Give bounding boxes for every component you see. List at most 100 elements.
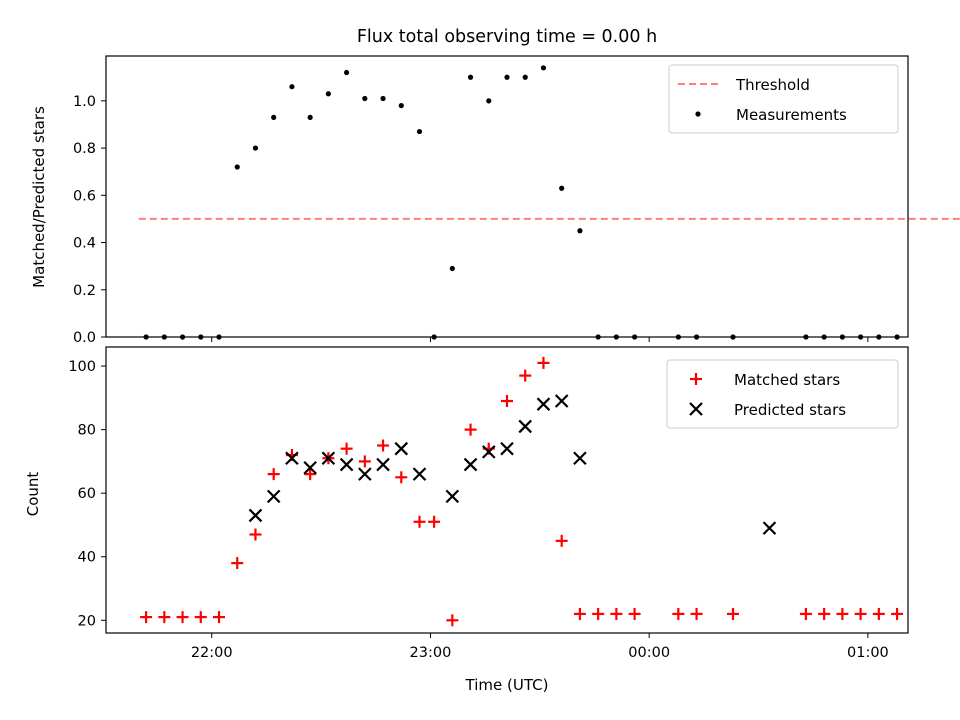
predicted-star-point [536, 397, 551, 411]
measurement-point [344, 69, 350, 76]
matched-star-point [249, 528, 262, 541]
matched-star-point [446, 614, 459, 627]
bottom-x-tick-label: 23:00 [410, 645, 452, 661]
matched-star-point [872, 607, 885, 620]
predicted-star-point [394, 441, 409, 456]
measurement-point [449, 265, 455, 272]
predicted-star-point [248, 508, 263, 523]
matched-star-point [304, 468, 317, 481]
legend-measurements-label: Measurements [736, 106, 847, 124]
predicted-star-point [500, 441, 514, 456]
measurement-point [325, 91, 331, 97]
matched-star-point [231, 557, 244, 570]
predicted-star-stroke-b [376, 457, 390, 472]
matched-star-point [428, 515, 441, 528]
measurement-point [416, 128, 423, 135]
matched-star-point [628, 607, 641, 620]
matched-star-point [799, 607, 812, 620]
measurement-point [559, 185, 565, 191]
matched-star-point [413, 515, 426, 528]
predicted-star-point [463, 457, 478, 472]
matched-star-point [672, 607, 685, 620]
top-axes-frame [105, 55, 909, 338]
predicted-star-stroke-b [303, 460, 317, 475]
measurement-point [398, 102, 404, 109]
top-y-tick-label: 0.4 [73, 236, 96, 252]
measurement-point [362, 95, 368, 102]
matched-star-point [395, 471, 408, 484]
predicted-star-point [481, 445, 496, 459]
top-legend: Threshold Measurements [668, 64, 899, 134]
matched-star-point [358, 455, 371, 468]
bottom-legend: Matched stars Predicted stars [666, 359, 899, 429]
chart-title: Flux total observing time = 0.00 h [357, 27, 657, 47]
predicted-star-point [266, 489, 281, 504]
predicted-star-stroke-b [573, 451, 587, 466]
matched-star-point [727, 607, 740, 620]
predicted-star-stroke-b [394, 441, 409, 456]
predicted-star-stroke-b [285, 451, 299, 466]
top-y-tick-label: 0.6 [73, 188, 96, 204]
measurement-point [540, 65, 547, 71]
predicted-star-point [358, 467, 372, 481]
matched-star-point [501, 395, 513, 408]
legend-matched-label: Matched stars [734, 371, 840, 389]
matched-star-point [213, 611, 226, 624]
predicted-star-stroke-b [500, 441, 514, 456]
bottom-x-tick-label: 01:00 [847, 645, 889, 661]
matched-star-point [464, 423, 477, 436]
predicted-star-stroke-b [554, 394, 569, 408]
top-y-tick-label: 1.0 [73, 94, 96, 110]
predicted-star-stroke-b [481, 445, 496, 459]
predicted-star-point [303, 460, 317, 475]
measurement-point [522, 74, 528, 80]
legend-predicted-swatch [689, 402, 703, 416]
predicted-star-point [762, 521, 777, 535]
matched-star-point [267, 468, 280, 481]
legend-threshold-label: Threshold [735, 76, 810, 94]
predicted-star-point [376, 457, 390, 472]
bottom-plot-area [140, 356, 904, 627]
bottom-y-tick-label: 20 [78, 613, 96, 629]
predicted-star-point [554, 394, 569, 408]
top-y-tick-label: 0.0 [73, 330, 96, 346]
bottom-legend-box [666, 359, 899, 429]
predicted-star-stroke-b [412, 467, 427, 481]
bottom-y-axis: 20 40 60 80 100 [68, 359, 106, 629]
predicted-star-point [518, 419, 533, 434]
bottom-y-tick-label: 60 [78, 486, 96, 502]
matched-star-point [854, 607, 867, 620]
predicted-star-point [445, 489, 460, 504]
top-panel: 0.0 0.2 0.4 0.6 0.8 1.0 Matched/Predicted sta… [30, 55, 960, 346]
matched-star-point [537, 356, 550, 369]
matched-star-point [555, 534, 568, 547]
matched-star-point [610, 607, 623, 620]
predicted-star-stroke-b [445, 489, 460, 504]
predicted-star-stroke-b [536, 397, 551, 411]
measurement-point [486, 98, 492, 104]
matched-star-point [519, 369, 532, 382]
bottom-y-axis-label: Count [24, 472, 42, 517]
matched-star-point [158, 611, 171, 624]
matched-star-point [592, 607, 605, 620]
matched-star-point [818, 607, 831, 620]
measurement-point [467, 74, 474, 80]
bottom-y-tick-label: 40 [78, 550, 96, 566]
measurement-point [234, 164, 240, 170]
measurement-point [307, 114, 313, 120]
matched-star-point [573, 607, 586, 620]
predicted-star-stroke-b [463, 457, 478, 472]
matched-star-point [836, 607, 849, 620]
top-y-axis-label: Matched/Predicted stars [30, 106, 48, 288]
bottom-y-tick-label: 80 [78, 423, 96, 439]
matched-star-point [194, 611, 207, 624]
bottom-x-tick-label: 22:00 [191, 645, 233, 661]
matched-star-point [176, 611, 189, 624]
matched-star-point [140, 611, 153, 624]
matched-star-point [377, 439, 390, 452]
measurement-point [577, 228, 583, 234]
measurement-point [271, 114, 277, 120]
